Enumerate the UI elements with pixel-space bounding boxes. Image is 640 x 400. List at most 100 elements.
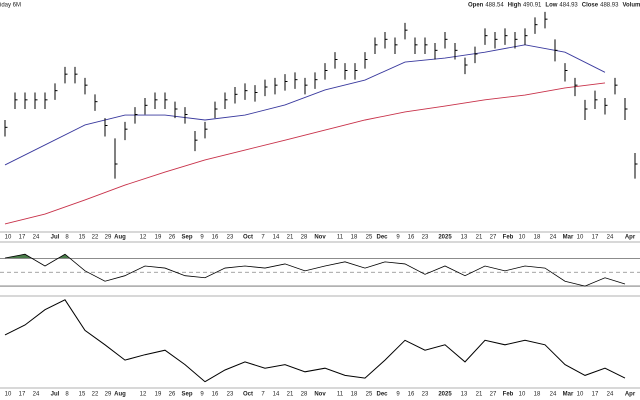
x-tick-label: 24 <box>33 392 40 398</box>
price-bar <box>354 63 358 80</box>
x-tick-label: 10 <box>5 235 12 241</box>
x-tick-label: Apr <box>625 235 636 241</box>
quote-label: Volume <box>622 3 640 9</box>
price-bar <box>454 43 458 60</box>
price-bar <box>304 77 308 95</box>
price-bar <box>594 90 598 109</box>
x-tick-label: 15 <box>79 235 86 241</box>
price-bar <box>344 63 348 80</box>
x-tick-label: 18 <box>351 392 358 398</box>
price-bar <box>184 107 188 124</box>
x-tick-label: Aug <box>114 235 126 241</box>
price-bar <box>394 37 398 54</box>
price-bar <box>334 52 338 69</box>
x-tick-label: 16 <box>408 235 415 241</box>
x-tick-label: 2025 <box>438 392 452 398</box>
moving-average-line <box>4 82 606 225</box>
x-tick-label: 29 <box>105 392 112 398</box>
price-bar <box>214 101 218 119</box>
x-tick-label: 9 <box>200 392 204 398</box>
x-tick-label: 7 <box>261 235 265 241</box>
x-tick-label: 27 <box>490 392 497 398</box>
x-tick-label: Sep <box>181 392 192 398</box>
price-bar <box>24 92 28 109</box>
x-tick-label: 15 <box>79 392 86 398</box>
x-tick-label: 8 <box>65 392 69 398</box>
x-tick-label: 2025 <box>438 235 452 241</box>
x-tick-label: 16 <box>408 392 415 398</box>
x-tick-label: 17 <box>19 235 26 241</box>
price-bar <box>234 87 238 104</box>
x-tick-label: Nov <box>314 235 326 241</box>
price-bar <box>444 32 448 49</box>
price-bar <box>574 77 578 97</box>
x-tick-label: 26 <box>169 235 176 241</box>
x-tick-label: 14 <box>273 392 280 398</box>
price-bar <box>154 92 158 109</box>
x-tick-label: Sep <box>181 235 192 241</box>
x-tick-label: 12 <box>140 235 147 241</box>
x-tick-label: 13 <box>461 392 468 398</box>
x-tick-label: 12 <box>140 392 147 398</box>
price-bar <box>84 77 88 95</box>
price-bar <box>44 92 48 109</box>
x-tick-label: 25 <box>366 235 373 241</box>
x-tick-label: 17 <box>592 235 599 241</box>
x-tick-label: 18 <box>534 235 541 241</box>
price-bar <box>14 92 18 109</box>
x-tick-label: 18 <box>351 235 358 241</box>
price-bar <box>374 37 378 54</box>
price-bar <box>294 72 298 89</box>
x-tick-label: 19 <box>155 235 162 241</box>
price-bar <box>604 98 608 115</box>
quote-label: High <box>508 3 522 9</box>
x-tick-label: 25 <box>366 392 373 398</box>
price-bar <box>174 101 178 119</box>
price-bar <box>504 28 508 45</box>
price-bar <box>144 98 148 115</box>
price-bar <box>634 153 638 179</box>
price-bar <box>414 37 418 54</box>
price-bar <box>194 131 198 152</box>
x-tick-label: 13 <box>461 235 468 241</box>
price-bar <box>484 28 488 45</box>
price-bar <box>254 85 258 102</box>
price-bar <box>564 63 568 82</box>
price-bar <box>534 17 538 34</box>
quote-value: 488.54 <box>485 3 504 9</box>
price-bar <box>434 43 438 60</box>
x-tick-label: 21 <box>287 235 294 241</box>
x-tick-label: 10 <box>577 392 584 398</box>
price-bar <box>134 107 138 124</box>
x-tick-label: 17 <box>592 392 599 398</box>
x-tick-label: 16 <box>212 392 219 398</box>
quote-label: Open <box>468 3 484 9</box>
x-tick-label: 23 <box>227 392 234 398</box>
x-tick-label: 10 <box>519 235 526 241</box>
price-bar <box>164 92 168 109</box>
x-tick-label: 27 <box>490 235 497 241</box>
price-bar <box>424 37 428 54</box>
x-tick-label: 9 <box>200 235 204 241</box>
price-bar <box>224 92 228 109</box>
quote-value: 484.93 <box>559 3 578 9</box>
x-tick-label: Aug <box>114 392 126 398</box>
x-tick-label: Apr <box>625 392 636 398</box>
price-bar <box>94 94 98 111</box>
x-tick-label: 21 <box>476 392 483 398</box>
price-bar <box>284 74 288 91</box>
x-tick-label: Nov <box>314 392 326 398</box>
price-bar <box>314 72 318 89</box>
rsi-line <box>4 253 626 287</box>
price-bar <box>4 120 8 137</box>
x-tick-label: 17 <box>19 392 26 398</box>
price-bar <box>584 99 588 120</box>
quote-value: 488.93 <box>600 3 619 9</box>
x-tick-label: 9 <box>396 235 400 241</box>
x-tick-label: 24 <box>33 235 40 241</box>
price-bar <box>384 32 388 49</box>
x-tick-label: Oct <box>243 235 253 241</box>
x-tick-label: 21 <box>287 392 294 398</box>
x-tick-label: 22 <box>92 392 99 398</box>
